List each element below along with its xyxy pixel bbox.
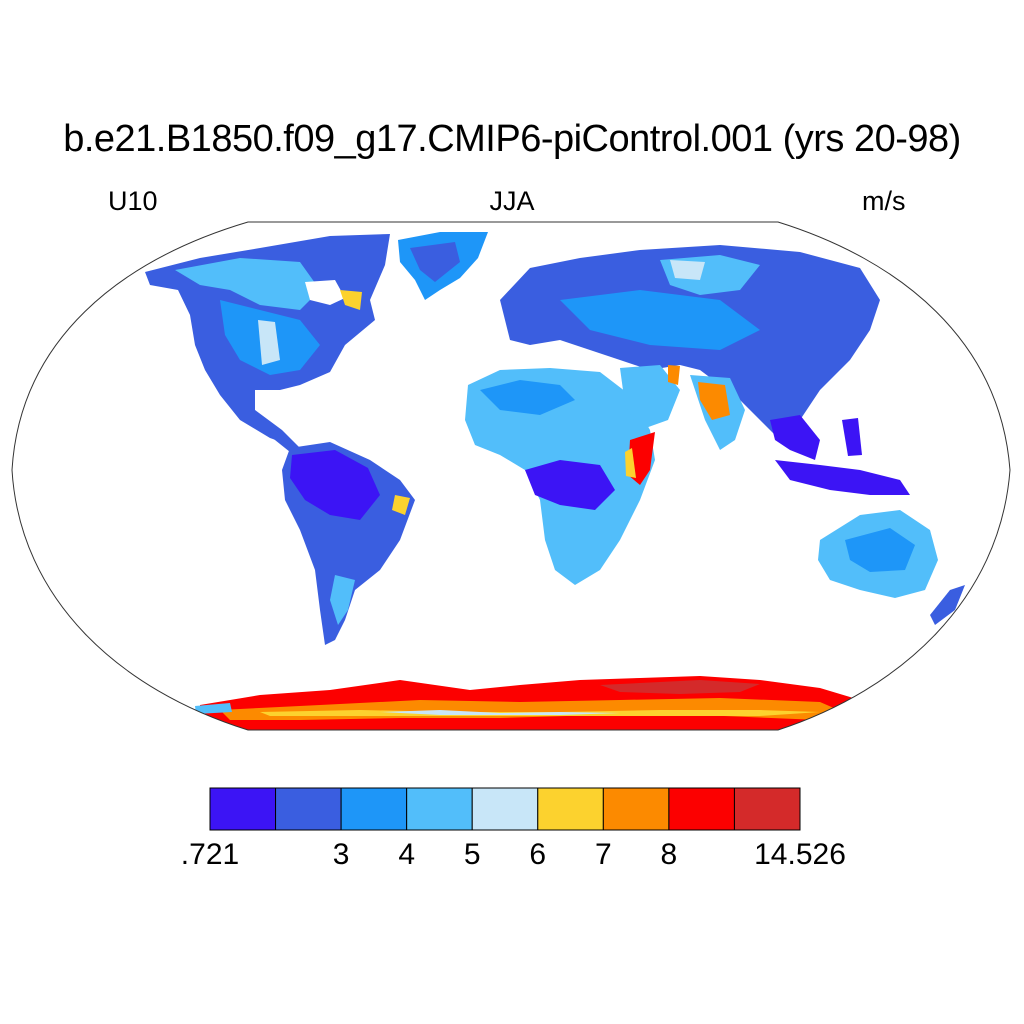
center-subtitle: JJA xyxy=(489,186,535,216)
colorbar-box xyxy=(275,787,342,831)
great-plains xyxy=(258,320,280,365)
indonesia-islands xyxy=(775,460,910,495)
colorbar-label: 14.526 xyxy=(754,838,846,871)
map-outline xyxy=(11,221,1011,731)
central-asia-mid-winds xyxy=(560,290,760,350)
india-monsoon-high-winds xyxy=(698,382,730,420)
colorbar-label: 5 xyxy=(463,838,481,871)
colorbar-label: 6 xyxy=(529,838,547,871)
left-subtitle: U10 xyxy=(108,186,158,216)
somali-jet-edge xyxy=(625,448,636,478)
arabia-landmass xyxy=(620,365,680,430)
antarctica-edge-blue xyxy=(195,703,232,714)
southeast-asia xyxy=(770,415,820,460)
antarctica-dark-red xyxy=(600,680,760,694)
right-subtitle: m/s xyxy=(862,186,906,216)
iran-high-winds xyxy=(668,365,680,385)
philippines xyxy=(842,418,862,456)
colorbar-label: .721 xyxy=(180,838,240,871)
colorbar-label: 8 xyxy=(660,838,678,871)
brazil-coast-high-winds xyxy=(392,495,410,515)
colorbar-box xyxy=(537,787,604,831)
labrador-high-winds xyxy=(340,290,362,310)
amazon-low-winds xyxy=(290,450,380,520)
colorbar-box xyxy=(602,787,670,831)
colorbar-labels: .721 3 4 5 6 7 8 14.526 xyxy=(0,838,1024,878)
central-africa-low-winds xyxy=(525,460,615,510)
colorbar-box xyxy=(209,787,277,831)
sahara-winds xyxy=(480,380,575,415)
hudson-bay xyxy=(305,280,345,305)
colorbar-box xyxy=(340,787,408,831)
southern-cone xyxy=(330,575,355,625)
colorbar-label: 3 xyxy=(332,838,350,871)
greenland-interior xyxy=(410,242,460,282)
colorbar-box xyxy=(471,787,539,831)
colorbar-box xyxy=(406,787,473,831)
colorbar-box xyxy=(668,787,735,831)
colorbar-label: 4 xyxy=(398,838,415,871)
antarctica-coast-light xyxy=(380,710,620,715)
north-america-mid-winds xyxy=(175,258,320,310)
new-zealand xyxy=(930,585,965,625)
plot-title: b.e21.B1850.f09_g17.CMIP6-piControl.001 … xyxy=(63,118,961,160)
map-land-layer xyxy=(145,232,965,730)
arctic-coast-winds xyxy=(670,260,705,280)
colorbar xyxy=(209,787,801,831)
colorbar-label: 7 xyxy=(594,838,612,871)
central-america xyxy=(255,410,300,456)
colorbar-box xyxy=(733,787,801,831)
australia-interior xyxy=(845,528,915,572)
